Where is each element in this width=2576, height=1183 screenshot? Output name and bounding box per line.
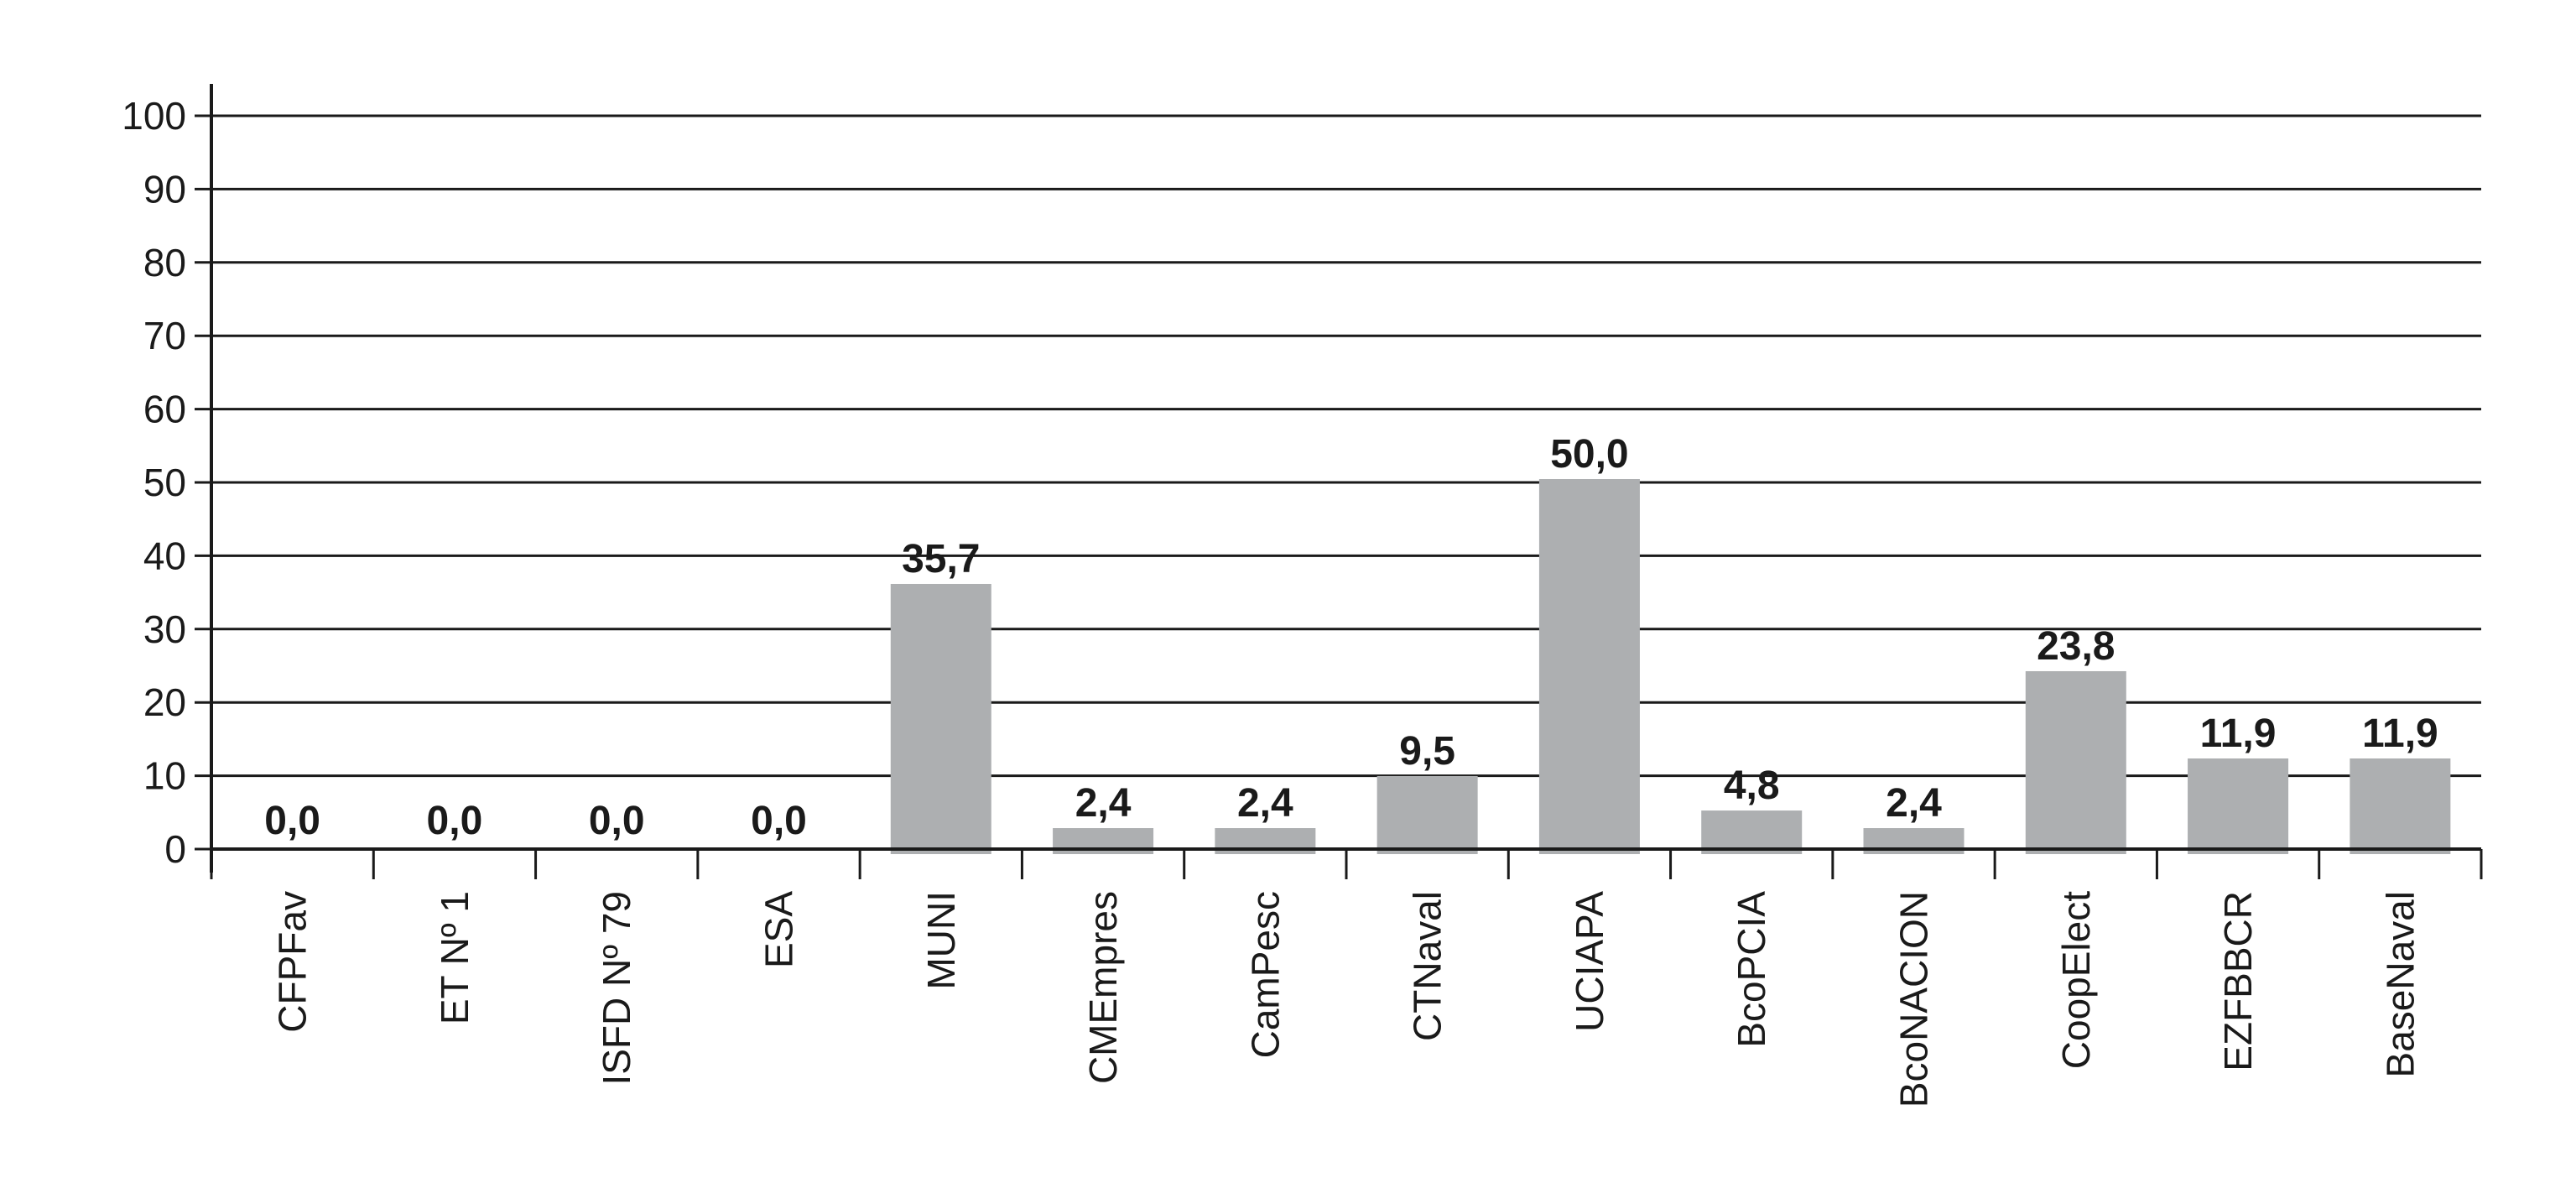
data-label: 9,5 bbox=[1399, 729, 1455, 774]
gridlines bbox=[211, 114, 2481, 778]
x-tick-label: EZFBBCR bbox=[2216, 891, 2260, 1071]
y-tick-label: 70 bbox=[143, 314, 186, 357]
labels: 0 10 20 30 40 50 60 70 80 90 100 0,0 CFPFav 0,0 ET Nº … bbox=[122, 94, 2438, 1107]
data-label: 11,9 bbox=[2362, 711, 2438, 756]
y-tick-label: 10 bbox=[143, 754, 186, 798]
x-tick-label: BcoPCIA bbox=[1730, 891, 1773, 1048]
x-tick-label: BaseNaval bbox=[2378, 891, 2422, 1077]
x-tick-label: UCIAPA bbox=[1568, 891, 1611, 1032]
x-tick-label: CMEmpres bbox=[1081, 891, 1125, 1084]
bars bbox=[890, 479, 2451, 854]
y-tick-label: 60 bbox=[143, 388, 186, 431]
data-label: 2,4 bbox=[1237, 781, 1293, 826]
bar bbox=[1701, 810, 1803, 854]
y-tick-label: 40 bbox=[143, 534, 186, 577]
x-tick-label: CamPesc bbox=[1243, 891, 1287, 1058]
data-label: 35,7 bbox=[902, 537, 980, 581]
y-tick-label: 0 bbox=[164, 827, 186, 871]
data-label: 23,8 bbox=[2037, 624, 2115, 669]
x-tick-label: MUNI bbox=[919, 891, 963, 990]
bar bbox=[1538, 479, 1640, 854]
x-tick-label: ESA bbox=[757, 891, 801, 968]
y-tick-label: 100 bbox=[122, 94, 186, 138]
data-label: 0,0 bbox=[589, 799, 645, 843]
x-tick-label: ISFD Nº 79 bbox=[595, 891, 638, 1086]
y-tick-label: 80 bbox=[143, 241, 186, 284]
data-label: 0,0 bbox=[427, 799, 483, 843]
x-tick-label: CFPFav bbox=[271, 891, 315, 1033]
bar bbox=[2025, 670, 2126, 854]
axes bbox=[195, 84, 2483, 879]
y-tick-label: 90 bbox=[143, 167, 186, 211]
bar bbox=[890, 583, 991, 854]
data-label: 2,4 bbox=[1075, 781, 1132, 826]
data-label: 4,8 bbox=[1724, 763, 1780, 808]
data-label: 11,9 bbox=[2200, 711, 2277, 756]
data-label: 50,0 bbox=[1550, 432, 1628, 477]
x-tick-label: CTNaval bbox=[1406, 891, 1449, 1041]
y-tick-label: 20 bbox=[143, 680, 186, 724]
y-tick-label: 30 bbox=[143, 607, 186, 651]
bar bbox=[2188, 758, 2289, 854]
bar bbox=[1376, 775, 1478, 854]
data-label: 2,4 bbox=[1886, 781, 1942, 826]
x-tick-label: BcoNACION bbox=[1892, 891, 1936, 1107]
data-label: 0,0 bbox=[264, 799, 320, 843]
data-label: 0,0 bbox=[751, 799, 807, 843]
y-tick-label: 50 bbox=[143, 461, 186, 504]
x-tick-label: CoopElect bbox=[2054, 891, 2098, 1069]
x-tick-label: ET Nº 1 bbox=[433, 891, 476, 1024]
bar bbox=[2350, 758, 2451, 854]
